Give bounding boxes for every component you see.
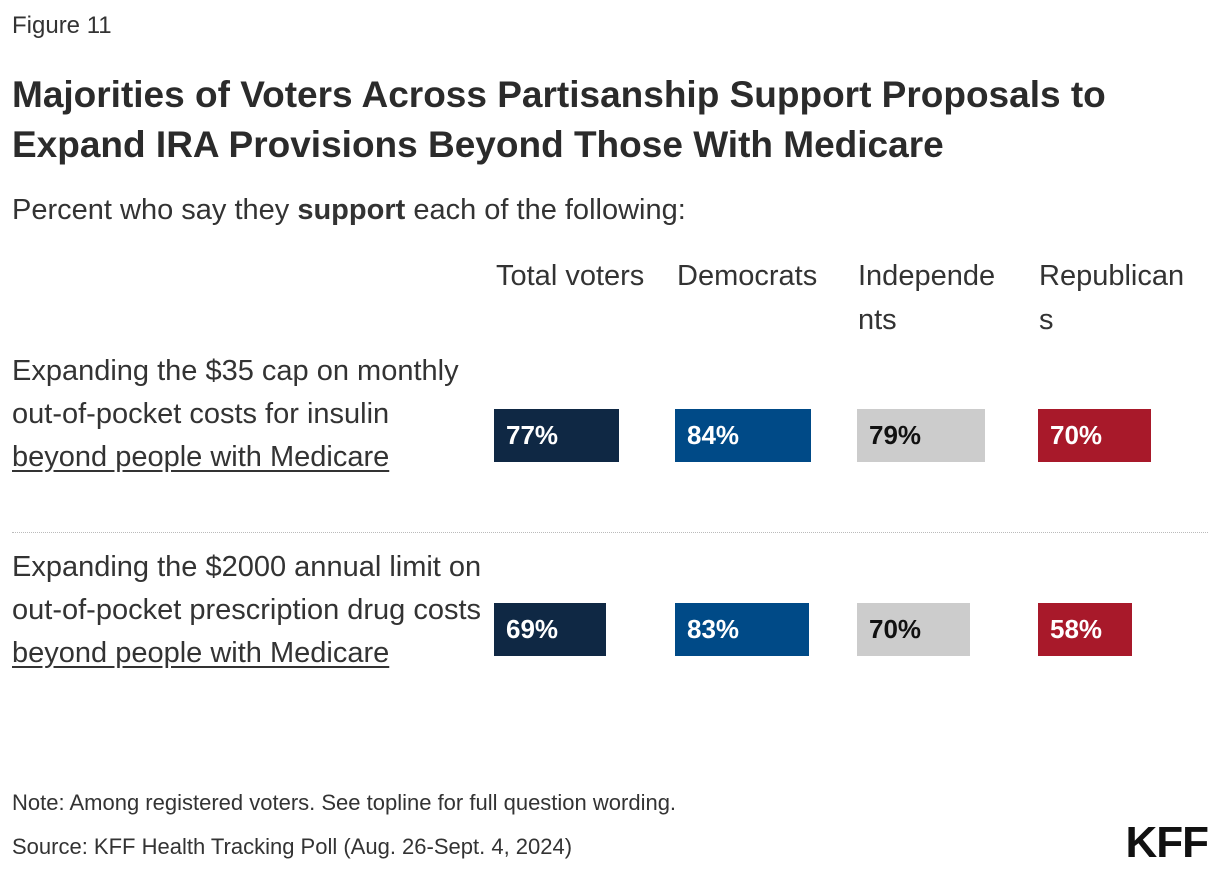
row-label-insulin-cap: Expanding the $35 cap on monthly out-of-…: [12, 350, 492, 479]
bar-value-label: 58%: [1050, 614, 1103, 644]
figure-label: Figure 11: [12, 12, 112, 39]
bar-row1-independents: 79%: [857, 409, 985, 462]
chart-title: Majorities of Voters Across Partisanship…: [12, 74, 1106, 165]
bar-value-label: 83%: [687, 614, 740, 644]
chart-note: Note: Among registered voters. See topli…: [12, 790, 677, 815]
row-label-insulin-text: Expanding the $35 cap on monthly out-of-…: [12, 355, 459, 430]
bar-value-label: 79%: [869, 420, 922, 450]
column-header-democrats: Democrats: [677, 260, 818, 292]
kff-logo: KFF: [1125, 818, 1209, 867]
column-header-republicans: Republicans: [1039, 260, 1185, 336]
bar-row1-republicans: 70%: [1038, 409, 1151, 462]
row-divider: [12, 532, 1208, 533]
row-label-drug-underlined: beyond people with Medicare: [12, 637, 390, 669]
chart-source: Source: KFF Health Tracking Poll (Aug. 2…: [12, 834, 573, 859]
subtitle-prefix: Percent who say they: [12, 194, 298, 226]
chart-subtitle: Percent who say they support each of the…: [12, 194, 686, 227]
subtitle-suffix: each of the following:: [405, 194, 686, 226]
bar-value-label: 84%: [687, 420, 740, 450]
bar-row2-independents: 70%: [857, 603, 970, 656]
row-label-drug-text: Expanding the $2000 annual limit on out-…: [12, 551, 482, 626]
bar-row1-total-voters: 77%: [494, 409, 619, 462]
bar-row2-republicans: 58%: [1038, 603, 1132, 656]
column-header-total-voters: Total voters: [496, 260, 645, 292]
bar-value-label: 69%: [506, 614, 559, 644]
bar-value-label: 70%: [1050, 420, 1103, 450]
column-header-independents: Independents: [858, 260, 996, 336]
bar-row2-democrats: 83%: [675, 603, 809, 656]
bar-row2-total-voters: 69%: [494, 603, 606, 656]
row-label-drug-cost-limit: Expanding the $2000 annual limit on out-…: [12, 546, 492, 675]
bar-value-label: 70%: [869, 614, 922, 644]
row-label-insulin-underlined: beyond people with Medicare: [12, 441, 390, 473]
bar-row1-democrats: 84%: [675, 409, 811, 462]
bar-value-label: 77%: [506, 420, 559, 450]
subtitle-bold: support: [297, 194, 406, 226]
